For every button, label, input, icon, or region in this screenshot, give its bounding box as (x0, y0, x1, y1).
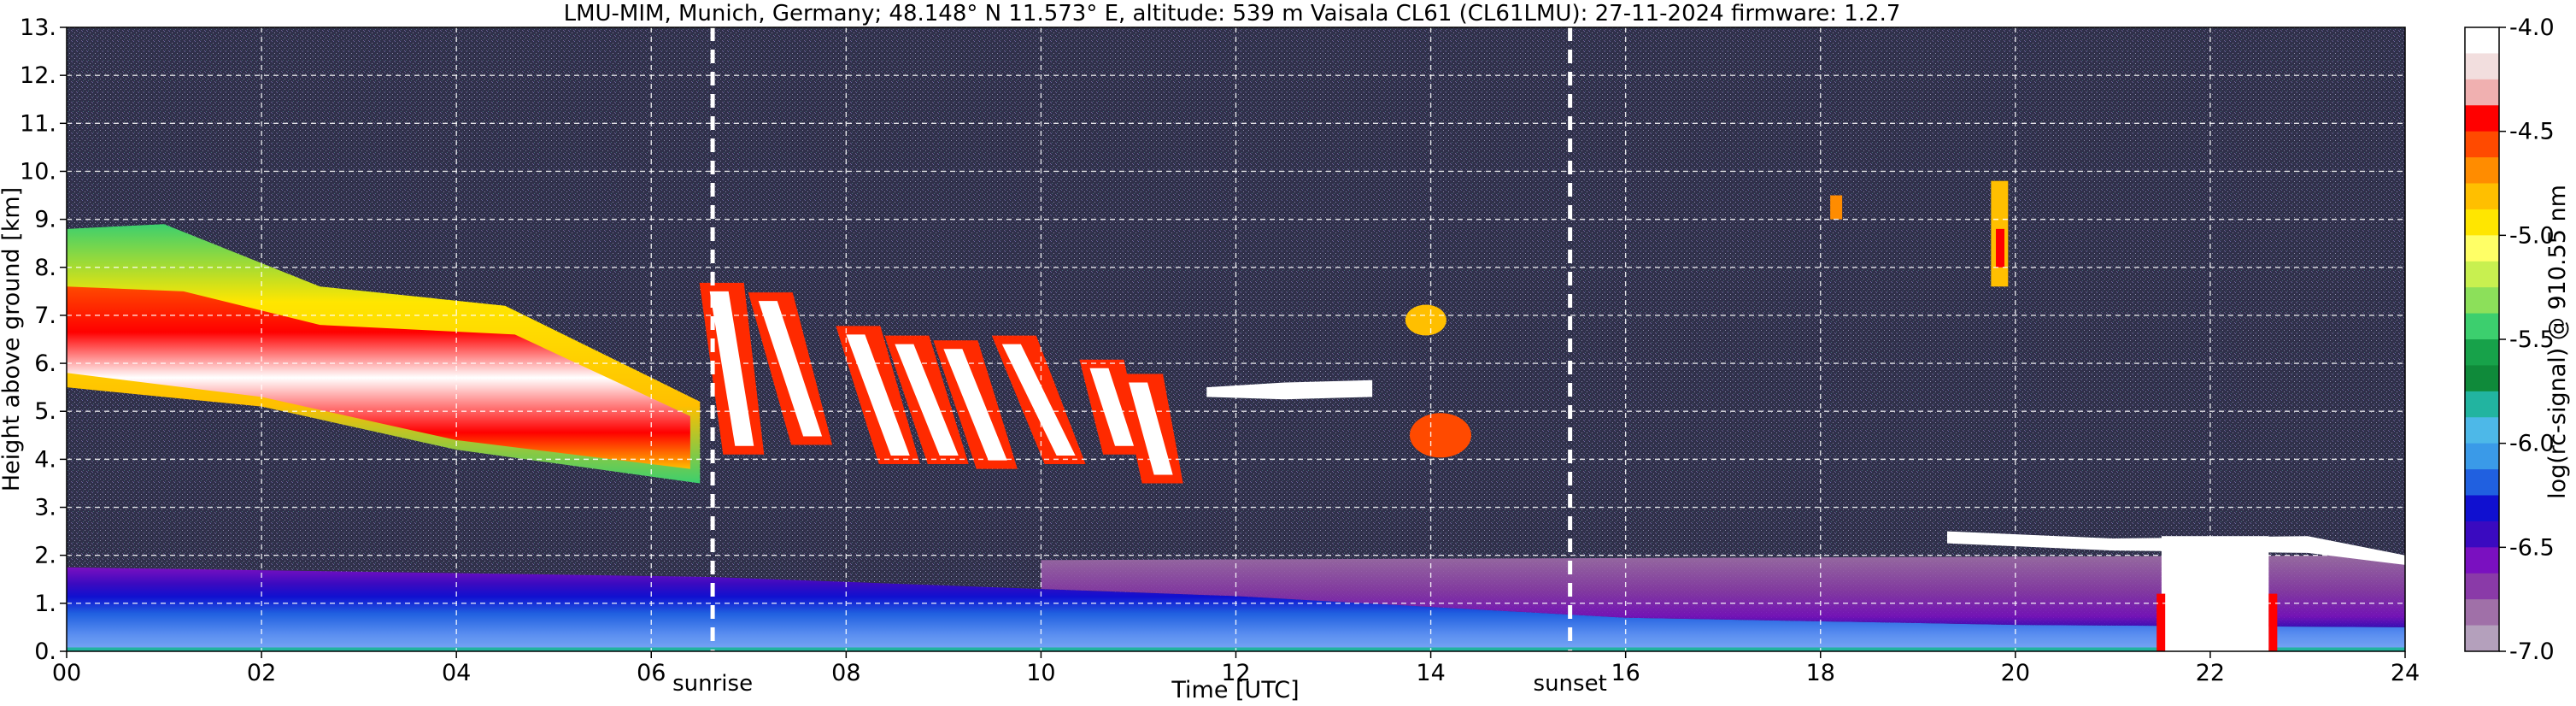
colorbar-band (2465, 105, 2499, 132)
colorbar-band (2465, 27, 2499, 54)
x-tick-label: 06 (637, 660, 666, 686)
colorbar-tick-label: -5.0 (2509, 222, 2555, 249)
y-axis-label: Height above ground [km] (0, 187, 25, 491)
colorbar-band (2465, 339, 2499, 366)
cirrus-18utc (1830, 195, 1843, 220)
colorbar-band (2465, 287, 2499, 315)
colorbar-tick-label: -4.0 (2509, 15, 2555, 41)
colorbar-band (2465, 443, 2499, 470)
colorbar: -4.0 -4.5 -5.0 -5.5 -6.0 -6.5 -7.0 log(rc-sign… (2464, 15, 2571, 665)
colorbar-band (2465, 599, 2499, 627)
sunrise-label: sunrise (672, 671, 753, 697)
colorbar-ticks: -4.0 -4.5 -5.0 -5.5 -6.0 -6.5 -7.0 (2499, 15, 2555, 665)
y-tick-label: 13. (20, 15, 56, 41)
x-axis-label: Time [UTC] (1171, 677, 1299, 703)
y-tick-label: 12. (20, 62, 56, 89)
colorbar-tick-label: -4.5 (2509, 119, 2555, 145)
x-axis-ticks: sunrise sunset 00 02 04 06 08 10 12 14 16 18 20 22 24 (52, 651, 2420, 697)
x-tick-label: 04 (442, 660, 471, 686)
y-tick-label: 2. (34, 543, 56, 569)
cirrus-20utc-core (1996, 228, 2005, 268)
cloud-14utc-upper (1405, 304, 1446, 336)
y-tick-label: 3. (34, 495, 56, 521)
y-tick-label: 4. (34, 446, 56, 473)
fog-column (2161, 536, 2269, 651)
fall-streak-core-3 (846, 334, 910, 456)
y-tick-label: 10. (20, 158, 56, 185)
sunset-label: sunset (1534, 671, 1607, 697)
gridlines (67, 27, 2405, 651)
y-tick-label: 11. (20, 110, 56, 137)
colorbar-band (2465, 495, 2499, 522)
colorbar-band (2465, 157, 2499, 184)
x-tick-label: 20 (2001, 660, 2030, 686)
fall-streak-core-6 (1001, 344, 1076, 456)
colorbar-band (2465, 547, 2499, 574)
colorbar-band (2465, 235, 2499, 262)
event-lines (710, 27, 1573, 651)
x-tick-label: 08 (831, 660, 860, 686)
colorbar-band (2465, 469, 2499, 496)
backscatter-features (67, 180, 2405, 651)
colorbar-band (2465, 573, 2499, 600)
x-tick-label: 14 (1416, 660, 1445, 686)
fall-streak-core-5 (943, 349, 1007, 461)
colorbar-band (2465, 625, 2499, 652)
colorbar-band (2465, 183, 2499, 210)
colorbar-tick-label: -6.5 (2509, 534, 2555, 561)
thin-cloud (1206, 379, 1373, 400)
y-tick-label: 6. (34, 350, 56, 377)
plot-area (66, 26, 2406, 652)
cloud-14utc-lower (1409, 413, 1471, 458)
colorbar-band (2465, 53, 2499, 80)
colorbar-band (2465, 391, 2499, 418)
cloud-layer-core (67, 286, 690, 469)
colorbar-band (2465, 417, 2499, 444)
colorbar-band (2465, 261, 2499, 288)
y-tick-label: 9. (34, 207, 56, 233)
y-tick-label: 8. (34, 255, 56, 281)
x-tick-label: 22 (2196, 660, 2225, 686)
colorbar-band (2465, 313, 2499, 340)
x-tick-label: 24 (2391, 660, 2420, 686)
x-tick-label: 02 (247, 660, 276, 686)
y-tick-label: 0. (34, 638, 56, 665)
x-tick-label: 16 (1611, 660, 1640, 686)
x-tick-label: 12 (1221, 660, 1250, 686)
y-tick-label: 1. (34, 591, 56, 617)
y-tick-label: 7. (34, 303, 56, 329)
x-tick-label: 10 (1026, 660, 1055, 686)
colorbar-band (2465, 209, 2499, 236)
colorbar-band (2465, 365, 2499, 392)
y-tick-label: 5. (34, 398, 56, 425)
fall-streak-core-4 (895, 344, 959, 456)
fall-streak-core-1 (709, 291, 754, 446)
fall-streak-core-2 (758, 301, 823, 437)
colorbar-tick-label: -7.0 (2509, 638, 2555, 665)
x-tick-label: 00 (52, 660, 81, 686)
fall-streak-core-8 (1129, 382, 1173, 475)
chart-title: LMU-MIM, Munich, Germany; 48.148° N 11.5… (564, 1, 1901, 26)
colorbar-tick-label: -6.0 (2509, 431, 2555, 457)
colorbar-band (2465, 131, 2499, 158)
colorbar-label: log(rc-signal) @ 910.55 nm (2544, 185, 2571, 499)
colorbar-band (2465, 79, 2499, 106)
x-tick-label: 18 (1806, 660, 1835, 686)
colorbar-tick-label: -5.5 (2509, 327, 2555, 353)
fall-streak-core-7 (1089, 368, 1135, 446)
fog-column-edge-left (2156, 593, 2166, 651)
colorbar-band (2465, 521, 2499, 548)
fog-column-edge-right (2268, 593, 2278, 651)
evening-residual-layer (1041, 555, 2405, 627)
y-axis-ticks: 0. 1. 2. 3. 4. 5. 6. 7. 8. 9. 10. 11. 12. 13. (20, 15, 67, 665)
colorbar-bands (2465, 27, 2499, 652)
